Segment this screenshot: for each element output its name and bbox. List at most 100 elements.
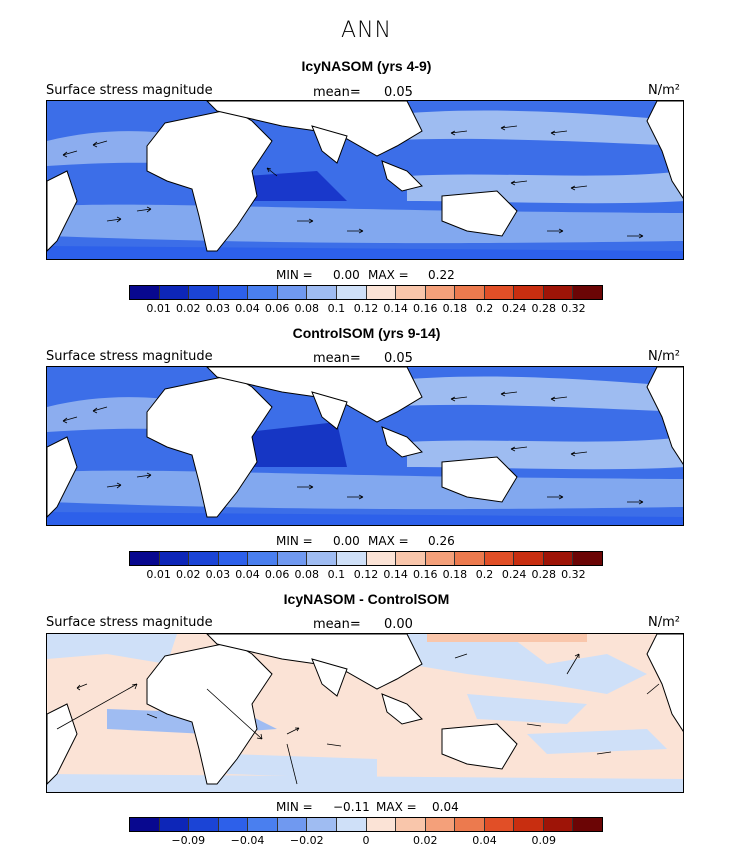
africa-land [146,374,273,518]
colorbar-swatch [336,286,367,299]
panel2-map [46,366,684,526]
panel3-map [46,633,684,793]
page-title: ANN [341,18,392,43]
colorbar-tick-label: 0.12 [353,568,379,581]
colorbar-swatch [277,286,308,299]
colorbar-swatch [307,286,337,299]
maritime-land [381,426,423,458]
colorbar-tick-label: 0.2 [475,568,494,581]
colorbar-tick-label: 0.14 [383,302,408,315]
panel2-colorbar [129,551,603,566]
south-america-land [47,436,78,518]
colorbar-tick-label: 0.04 [235,568,260,581]
colorbar-swatch [396,818,426,831]
colorbar-tick-label: 0 [362,834,370,847]
colorbar-tick-label: 0.18 [442,568,468,581]
colorbar-tick-label: 0.1 [327,568,346,581]
colorbar-tick-label: 0.14 [383,568,408,581]
colorbar-swatch [307,818,337,831]
colorbar-swatch [396,552,426,565]
colorbar-tick-label: 0.18 [442,302,468,315]
india-land [311,391,348,430]
colorbar-swatch [189,286,219,299]
panel3-mean-value: 0.00 [384,617,413,632]
panel3-min-value: −0.11 [333,800,370,814]
panel2-min-value: 0.00 [333,534,360,548]
india-land [311,658,348,697]
colorbar-swatch [455,552,485,565]
panel2-mean-value: 0.05 [384,351,413,366]
colorbar-swatch [218,552,249,565]
panel1-max-label: MAX = [368,268,409,282]
south-america-land [47,703,78,785]
colorbar-swatch [514,552,544,565]
panel3-map-svg [47,634,683,792]
colorbar-swatch [484,286,515,299]
colorbar-tick-label: 0.24 [501,568,527,581]
colorbar-tick-label: 0.04 [235,302,260,315]
africa-land [146,641,273,785]
colorbar-swatch [366,818,397,831]
panel3-mean-label: mean= [313,617,361,632]
colorbar-tick-label: 0.06 [264,568,290,581]
india-land [311,125,348,164]
colorbar-swatch [277,552,308,565]
colorbar-swatch [455,818,485,831]
panel1-mean-value: 0.05 [384,85,413,100]
panel3-max-value: 0.04 [432,800,459,814]
colorbar-tick-label: 0.02 [176,568,201,581]
colorbar-tick-label: 0.28 [531,568,557,581]
panel1-map [46,100,684,260]
americas-land [646,101,683,199]
colorbar-swatch [218,818,249,831]
colorbar-swatch [159,552,190,565]
colorbar-tick-label: −0.09 [171,834,206,847]
panel2-title: ControlSOM (yrs 9-14) [292,325,441,341]
south-america-land [47,170,78,252]
colorbar-swatch [514,818,544,831]
colorbar-tick-label: 0.12 [353,302,379,315]
colorbar-swatch [455,286,485,299]
panel1-field-label: Surface stress magnitude [46,83,213,98]
panel2-map-svg [47,367,683,525]
colorbar-swatch [366,552,397,565]
colorbar-tick-label: 0.28 [531,302,557,315]
colorbar-swatch [248,818,278,831]
africa-land [146,108,273,252]
panel1-colorbar [129,285,603,300]
colorbar-tick-label: 0.02 [413,834,438,847]
panel3-field-label: Surface stress magnitude [46,615,213,630]
maritime-land [381,693,423,725]
panel2-mean-label: mean= [313,351,361,366]
colorbar-tick-label: 0.16 [413,568,438,581]
colorbar-swatch [543,818,574,831]
colorbar-tick-label: 0.02 [176,302,201,315]
colorbar-swatch [543,286,574,299]
colorbar-swatch [277,818,308,831]
colorbar-swatch [514,286,544,299]
colorbar-swatch [425,818,456,831]
colorbar-tick-label: 0.08 [294,302,320,315]
colorbar-tick-label: 0.08 [294,568,320,581]
colorbar-tick-label: −0.02 [289,834,324,847]
colorbar-swatch [130,286,160,299]
colorbar-tick-label: 0.01 [146,568,171,581]
colorbar-tick-label: 0.09 [531,834,557,847]
colorbar-swatch [425,552,456,565]
panel1-units: N/m² [648,83,680,98]
colorbar-swatch [130,552,160,565]
colorbar-tick-label: 0.03 [205,568,231,581]
colorbar-tick-label: 0.01 [146,302,171,315]
americas-land [646,634,683,732]
panel2-max-value: 0.26 [428,534,455,548]
panel2-field-label: Surface stress magnitude [46,349,213,364]
panel1-mean-label: mean= [313,85,361,100]
australia-land [441,190,518,237]
colorbar-swatch [573,286,602,299]
panel1-map-svg [47,101,683,259]
colorbar-swatch [218,286,249,299]
panel3-colorbar-ticks: −0.09 −0.04 −0.02 0 0.02 0.04 0.09 [129,834,603,848]
colorbar-swatch [543,552,574,565]
colorbar-tick-label: 0.16 [413,302,438,315]
panel1-colorbar-ticks: 0.01 0.02 0.03 0.04 0.06 0.08 0.1 0.12 0.14 0.16 0… [129,302,603,316]
